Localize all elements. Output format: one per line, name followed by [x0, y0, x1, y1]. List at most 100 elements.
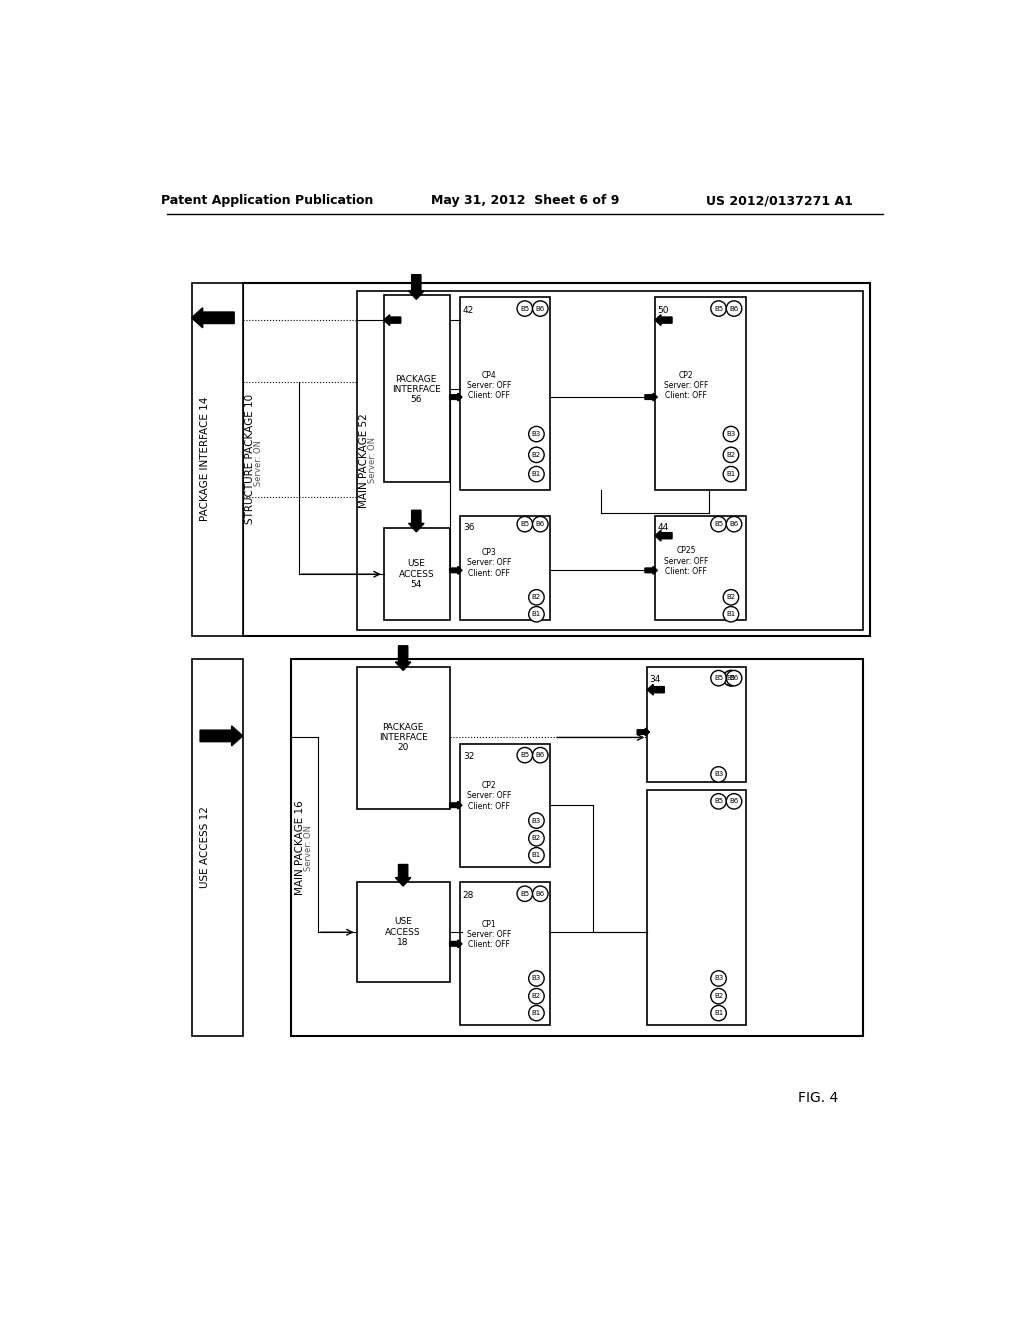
- Polygon shape: [655, 314, 672, 326]
- Text: CP2
Server: OFF
Client: OFF: CP2 Server: OFF Client: OFF: [467, 781, 511, 810]
- Circle shape: [711, 301, 726, 317]
- Text: B3: B3: [726, 432, 735, 437]
- Text: B1: B1: [714, 1010, 723, 1016]
- Text: PACKAGE
INTERFACE
20: PACKAGE INTERFACE 20: [379, 722, 427, 752]
- Text: B2: B2: [531, 836, 541, 841]
- Circle shape: [528, 447, 544, 462]
- Text: MAIN PACKAGE 16: MAIN PACKAGE 16: [295, 800, 305, 895]
- Text: B5: B5: [714, 305, 723, 312]
- Text: Patent Application Publication: Patent Application Publication: [162, 194, 374, 207]
- Text: 34: 34: [649, 676, 660, 684]
- Bar: [191, 284, 243, 636]
- Bar: [647, 667, 745, 781]
- Circle shape: [711, 671, 726, 686]
- Text: CP25
Server: OFF
Client: OFF: CP25 Server: OFF Client: OFF: [664, 546, 709, 576]
- Circle shape: [528, 847, 544, 863]
- Circle shape: [723, 426, 738, 442]
- Circle shape: [528, 590, 544, 605]
- Circle shape: [723, 466, 738, 482]
- Text: 50: 50: [657, 306, 669, 314]
- Bar: [655, 297, 745, 490]
- Text: US 2012/0137271 A1: US 2012/0137271 A1: [706, 194, 852, 207]
- Text: PACKAGE
INTERFACE
56: PACKAGE INTERFACE 56: [392, 375, 440, 404]
- Bar: [655, 516, 745, 620]
- Text: B6: B6: [729, 675, 738, 681]
- Text: B1: B1: [726, 611, 735, 618]
- Circle shape: [723, 447, 738, 462]
- Circle shape: [528, 830, 544, 846]
- Circle shape: [723, 607, 738, 622]
- Bar: [460, 882, 550, 1024]
- Text: PACKAGE INTERFACE 14: PACKAGE INTERFACE 14: [201, 396, 211, 521]
- Text: B6: B6: [729, 521, 738, 527]
- Text: B5: B5: [714, 799, 723, 804]
- Text: B2: B2: [726, 594, 735, 601]
- Circle shape: [723, 590, 738, 605]
- Text: USE
ACCESS
54: USE ACCESS 54: [398, 560, 434, 589]
- Text: B1: B1: [531, 471, 541, 477]
- Text: B5: B5: [520, 752, 529, 758]
- Polygon shape: [450, 801, 462, 809]
- Polygon shape: [450, 393, 462, 401]
- Circle shape: [528, 607, 544, 622]
- Text: MAIN PACKAGE 52: MAIN PACKAGE 52: [359, 413, 370, 508]
- Circle shape: [532, 886, 548, 902]
- Text: B2: B2: [531, 993, 541, 999]
- Circle shape: [711, 793, 726, 809]
- Circle shape: [726, 516, 741, 532]
- Text: B6: B6: [536, 752, 545, 758]
- Text: USE
ACCESS
18: USE ACCESS 18: [385, 917, 421, 948]
- Circle shape: [528, 1006, 544, 1020]
- Text: B1: B1: [726, 471, 735, 477]
- Text: CP4
Server: OFF
Client: OFF: CP4 Server: OFF Client: OFF: [467, 371, 511, 400]
- Text: B3: B3: [714, 975, 723, 982]
- Text: B2: B2: [714, 993, 723, 999]
- Polygon shape: [395, 645, 411, 671]
- Bar: [356, 667, 450, 809]
- Text: USE ACCESS 12: USE ACCESS 12: [201, 807, 211, 888]
- Text: Server: ON: Server: ON: [254, 440, 263, 486]
- Text: B2: B2: [531, 594, 541, 601]
- Text: 28: 28: [463, 891, 474, 900]
- Circle shape: [723, 671, 738, 686]
- Polygon shape: [191, 308, 234, 327]
- Circle shape: [528, 466, 544, 482]
- Polygon shape: [409, 511, 424, 532]
- Text: B3: B3: [531, 975, 541, 982]
- Circle shape: [711, 989, 726, 1003]
- Bar: [191, 659, 243, 1036]
- Circle shape: [726, 671, 741, 686]
- Text: B3: B3: [531, 817, 541, 824]
- Text: FIG. 4: FIG. 4: [799, 1090, 839, 1105]
- Circle shape: [532, 516, 548, 532]
- Polygon shape: [384, 314, 400, 326]
- Text: 32: 32: [463, 752, 474, 762]
- Circle shape: [528, 989, 544, 1003]
- Text: May 31, 2012  Sheet 6 of 9: May 31, 2012 Sheet 6 of 9: [431, 194, 618, 207]
- Circle shape: [532, 301, 548, 317]
- Polygon shape: [409, 275, 424, 300]
- Text: B2: B2: [726, 451, 735, 458]
- Text: B6: B6: [729, 799, 738, 804]
- Circle shape: [528, 813, 544, 829]
- Text: B1: B1: [531, 853, 541, 858]
- Circle shape: [528, 426, 544, 442]
- Bar: [243, 284, 870, 636]
- Polygon shape: [450, 940, 462, 948]
- Polygon shape: [647, 684, 665, 696]
- Text: Server: ON: Server: ON: [369, 437, 378, 483]
- Polygon shape: [645, 566, 657, 574]
- Circle shape: [726, 301, 741, 317]
- Polygon shape: [655, 531, 672, 541]
- Circle shape: [528, 970, 544, 986]
- Bar: [647, 789, 745, 1024]
- Bar: [460, 516, 550, 620]
- Text: B3: B3: [714, 771, 723, 777]
- Text: 42: 42: [463, 306, 474, 314]
- Circle shape: [726, 793, 741, 809]
- Polygon shape: [450, 566, 462, 574]
- Text: B5: B5: [520, 521, 529, 527]
- Circle shape: [517, 747, 532, 763]
- Text: B6: B6: [536, 305, 545, 312]
- Text: B6: B6: [536, 521, 545, 527]
